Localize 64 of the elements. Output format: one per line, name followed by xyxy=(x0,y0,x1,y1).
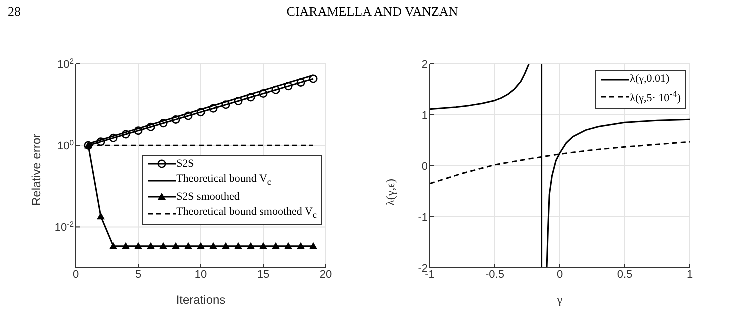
point xyxy=(210,242,218,250)
point xyxy=(284,82,293,91)
point xyxy=(122,130,130,139)
point xyxy=(234,97,243,106)
point xyxy=(222,242,230,250)
point xyxy=(284,242,292,250)
point xyxy=(222,100,230,110)
y-tick-label: 10$^{2}$ xyxy=(57,56,74,71)
point xyxy=(160,242,168,250)
y-axis-title: λ(γ,ϵ) xyxy=(383,179,398,206)
y-axis-title: Relative error xyxy=(29,134,44,206)
point xyxy=(147,242,155,250)
y-tick-label: 10$^{-2}$ xyxy=(54,220,74,234)
point xyxy=(310,242,318,250)
point xyxy=(272,242,280,250)
point xyxy=(234,242,242,250)
x-tick-label: 0.5 xyxy=(617,269,633,281)
point xyxy=(272,86,280,94)
x-tick-label: 5 xyxy=(135,269,142,281)
x-axis-title: γ xyxy=(556,293,564,307)
y-tick-label: 10$^{0}$ xyxy=(57,138,74,153)
x-tick-label: -0.5 xyxy=(486,269,504,281)
text: 28 xyxy=(8,4,21,20)
point xyxy=(296,78,306,87)
x-tick-label: 15 xyxy=(257,269,270,281)
point xyxy=(134,126,143,136)
x-tick-label: 0 xyxy=(556,269,564,281)
point xyxy=(260,242,268,250)
legend-label: Theoretical bound V$_{c}$ xyxy=(176,172,272,189)
y-tick-label: -2 xyxy=(418,263,428,275)
x-tick-label: 20 xyxy=(320,269,332,281)
y-tick-label: 0 xyxy=(422,161,428,173)
point xyxy=(172,242,180,250)
x-axis-title: Iterations xyxy=(176,293,226,307)
point xyxy=(184,112,193,120)
point xyxy=(97,212,105,220)
point xyxy=(146,122,156,132)
point xyxy=(196,108,206,117)
legend-label: λ(γ,5· 10$^{-4}$) xyxy=(630,88,681,107)
point xyxy=(122,242,130,250)
point xyxy=(247,242,255,250)
y-tick-label: 1 xyxy=(422,110,428,122)
legend-label: S2S smoothed xyxy=(176,190,240,205)
text: CIARAMELLA AND VANZAN xyxy=(286,4,458,19)
point xyxy=(297,242,305,250)
legend-label: Theoretical bound smoothed V$_{c}$ xyxy=(176,204,317,222)
point xyxy=(96,138,106,146)
point xyxy=(134,242,142,250)
point xyxy=(209,104,218,113)
legend-label: λ(γ,0.01) xyxy=(630,72,670,87)
point xyxy=(246,93,256,102)
point xyxy=(110,242,118,250)
x-tick-label: 10 xyxy=(194,269,208,281)
legend-label: S2S xyxy=(176,156,194,172)
y-tick-label: -1 xyxy=(418,212,428,224)
point xyxy=(109,134,118,142)
point xyxy=(197,242,205,250)
point xyxy=(309,74,318,84)
x-tick-label: 1 xyxy=(686,269,694,281)
point xyxy=(172,115,180,124)
point xyxy=(259,90,268,98)
point xyxy=(159,119,168,128)
y-tick-label: 2 xyxy=(422,59,428,71)
point xyxy=(184,242,192,250)
